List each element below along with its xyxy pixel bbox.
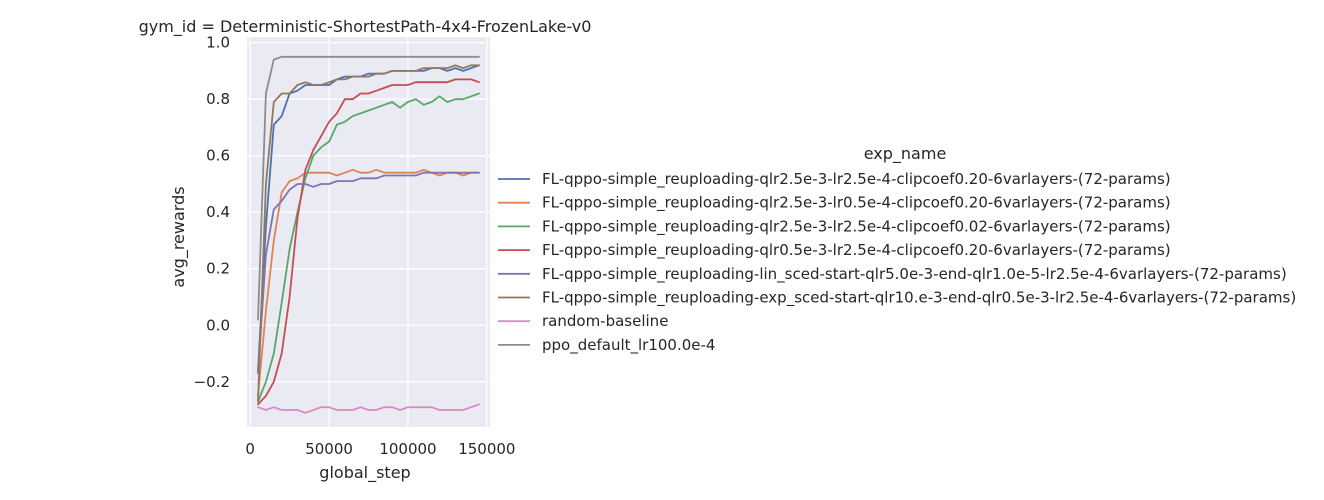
y-tick-label: 0.6	[206, 147, 230, 165]
y-axis: −0.2 0.0 0.2 0.4 0.6 0.8 1.0	[194, 34, 230, 391]
series-line-6	[257, 64, 480, 403]
y-tick-label: −0.2	[194, 373, 230, 391]
series-line-1	[257, 64, 480, 372]
legend-entry-4: FL-qppo-simple_reuploading-qlr0.5e-3-lr2…	[542, 241, 1171, 260]
legend-entry-6: FL-qppo-simple_reuploading-exp_sced-star…	[542, 289, 1296, 308]
x-tick-label: 0	[245, 440, 255, 458]
series-line-3	[257, 92, 480, 403]
legend-entry-5: FL-qppo-simple_reuploading-lin_sced-star…	[542, 265, 1287, 284]
x-tick-label: 50000	[305, 440, 353, 458]
series-line-7	[257, 403, 480, 414]
x-tick-label: 150000	[458, 440, 515, 458]
grid	[247, 37, 490, 427]
y-tick-label: 0.4	[206, 203, 230, 221]
legend-entry-2: FL-qppo-simple_reuploading-qlr2.5e-3-lr0…	[542, 194, 1171, 213]
legend-entry-8: ppo_default_lr100.0e-4	[542, 336, 715, 355]
y-tick-label: 1.0	[206, 34, 230, 52]
series-line-2	[257, 168, 480, 397]
y-tick-label: 0.0	[206, 316, 230, 334]
x-tick-label: 100000	[379, 440, 436, 458]
plot-area	[247, 37, 490, 427]
x-axis: 0 50000 100000 150000	[245, 440, 515, 458]
legend-items: FL-qppo-simple_reuploading-qlr2.5e-3-lr2…	[498, 170, 1296, 355]
legend-entry-7: random-baseline	[542, 312, 668, 330]
legend-entry-1: FL-qppo-simple_reuploading-qlr2.5e-3-lr2…	[542, 170, 1171, 189]
x-axis-label: global_step	[319, 463, 410, 483]
legend-entry-3: FL-qppo-simple_reuploading-qlr2.5e-3-lr2…	[542, 217, 1171, 236]
series-line-8	[257, 55, 480, 321]
series-line-5	[257, 171, 480, 375]
series-lines	[257, 55, 480, 414]
y-axis-label: avg_rewards	[169, 186, 189, 287]
legend: exp_name FL-qppo-simple_reuploading-qlr2…	[498, 144, 1296, 355]
y-tick-label: 0.2	[206, 260, 230, 278]
y-tick-label: 0.8	[206, 90, 230, 108]
legend-title: exp_name	[864, 144, 947, 164]
series-line-4	[257, 78, 480, 406]
chart-title: gym_id = Deterministic-ShortestPath-4x4-…	[139, 17, 592, 37]
